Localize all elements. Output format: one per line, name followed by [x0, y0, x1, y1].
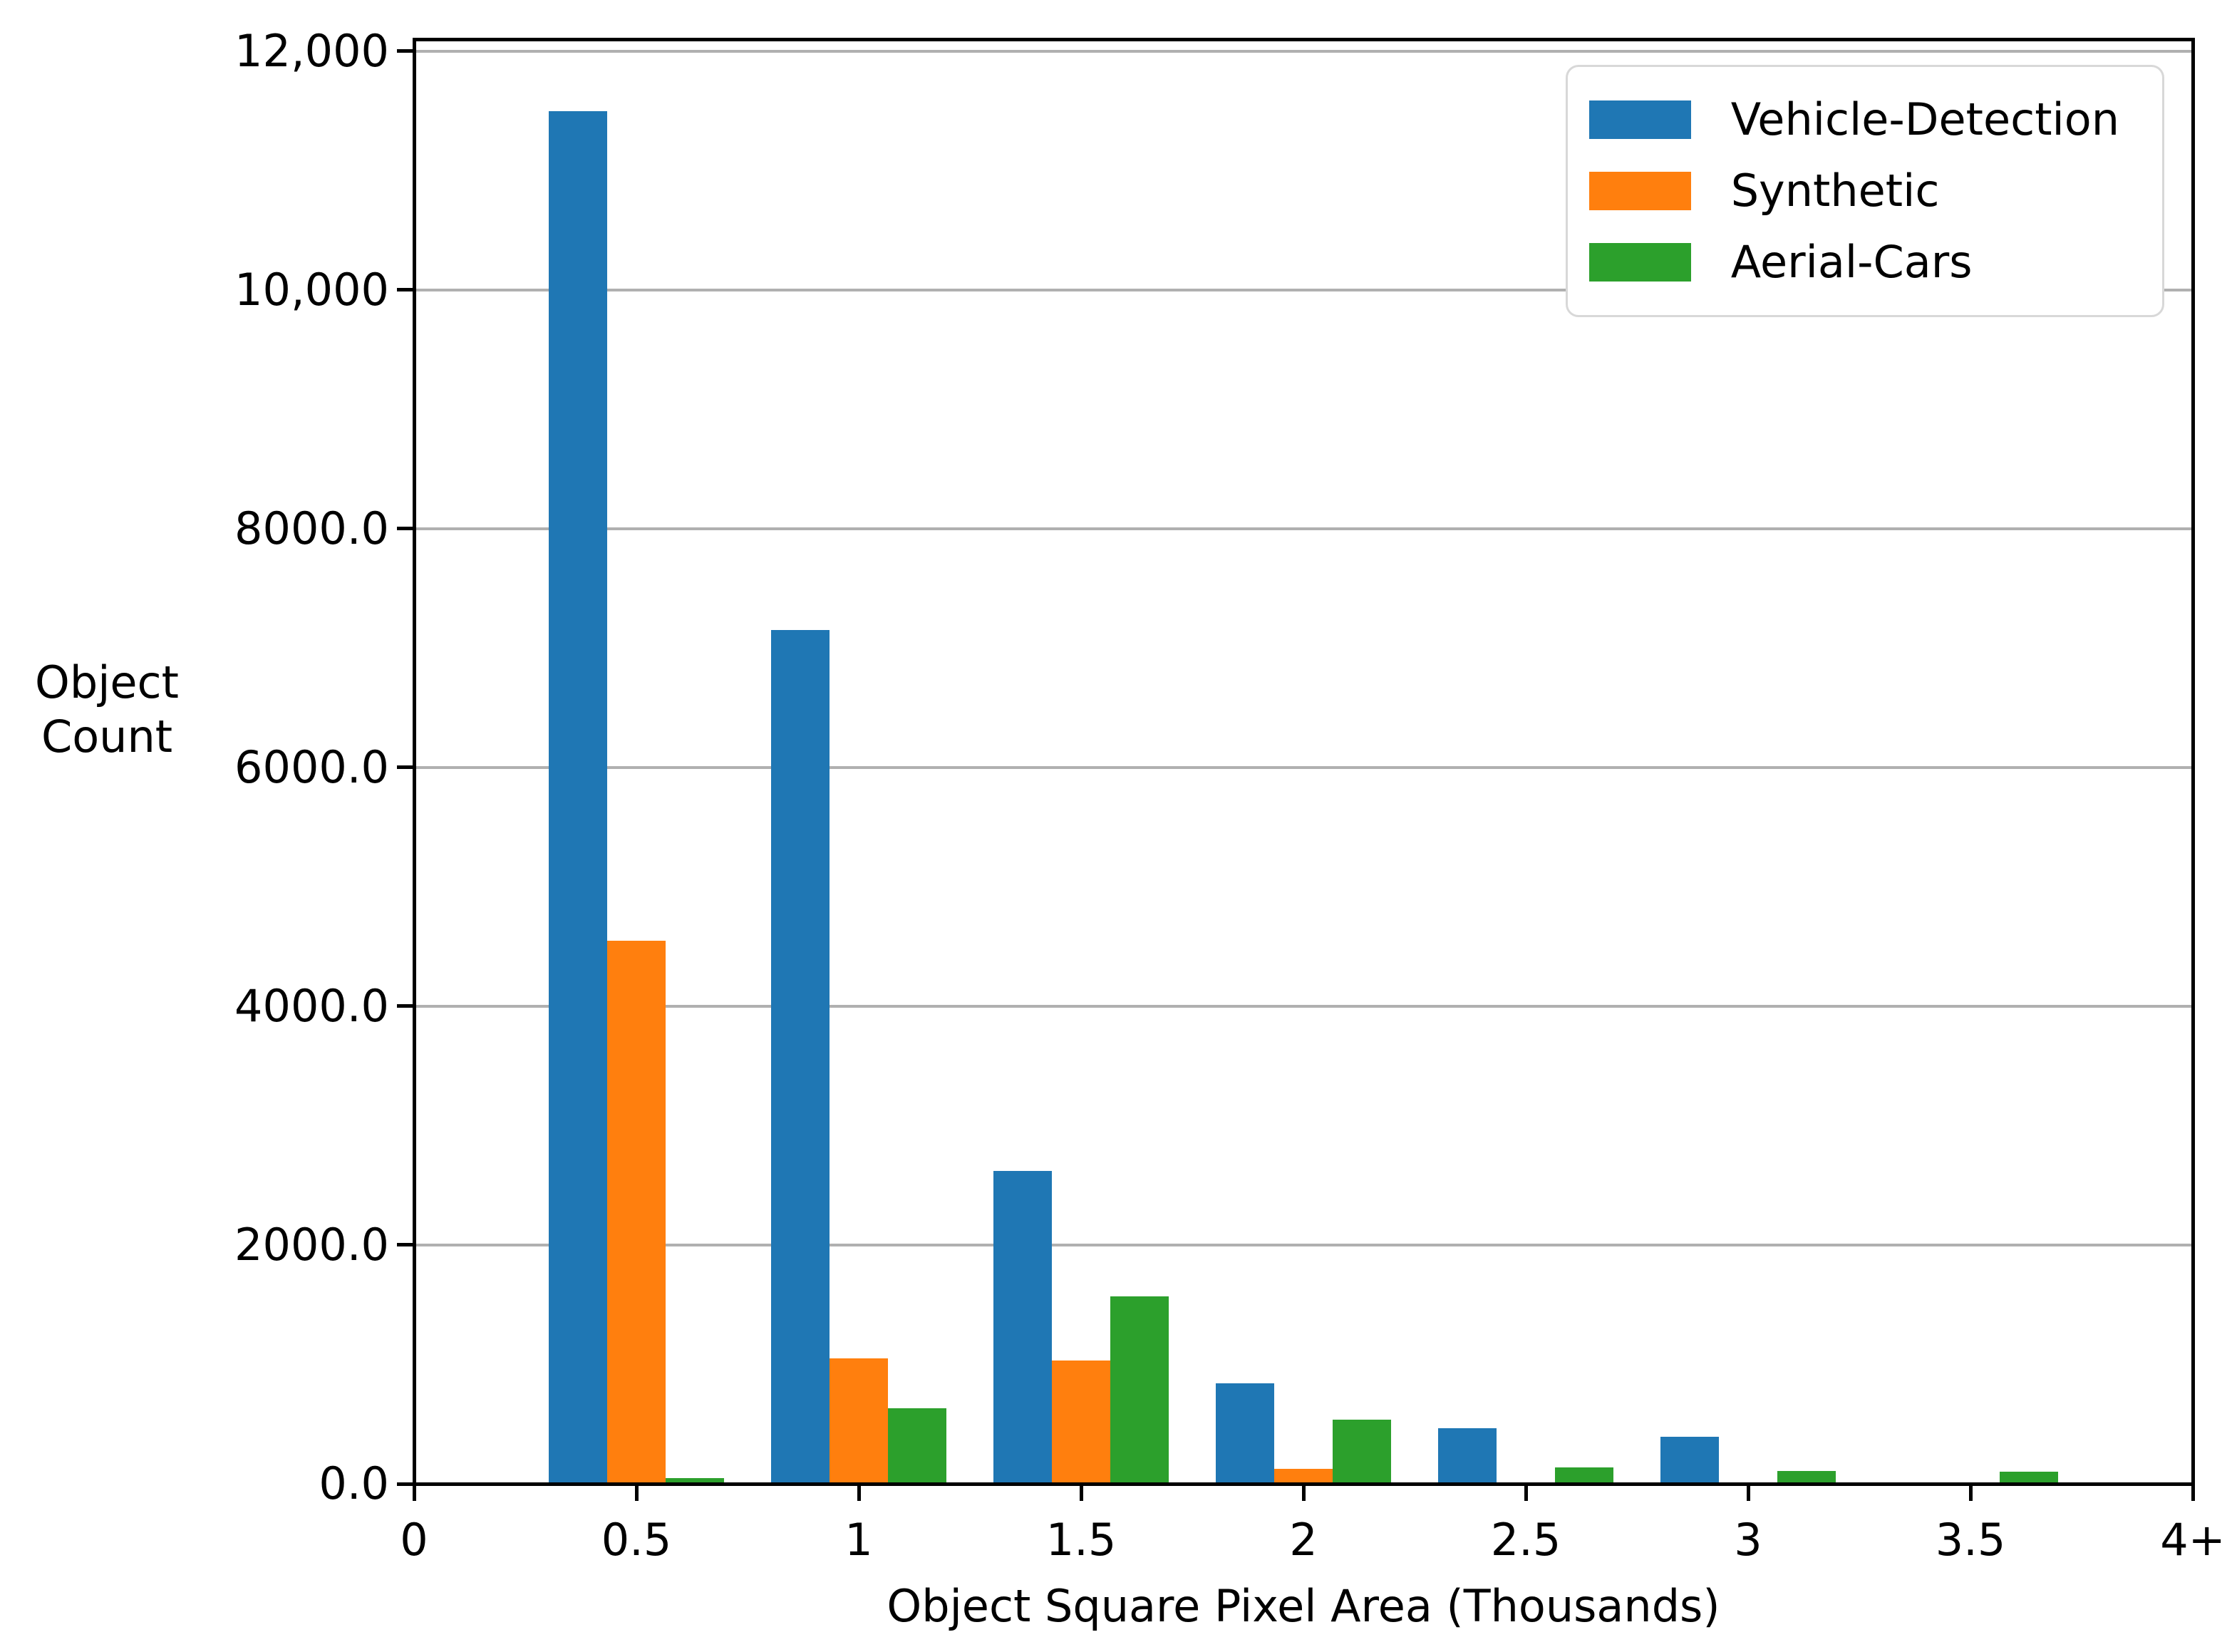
gridline-y-6000	[414, 765, 2193, 769]
x-tick-label: 1.5	[1045, 1514, 1117, 1566]
y-tick-mark	[397, 49, 414, 53]
y-tick-mark	[397, 527, 414, 531]
gridline-y-2000	[414, 1243, 2193, 1246]
legend-label: Aerial-Cars	[1730, 236, 1973, 288]
bar-aerial-cars-2.5	[1555, 1467, 1613, 1484]
y-axis-label-line-2: Count	[41, 711, 173, 763]
x-tick-mark	[1301, 1485, 1306, 1501]
y-tick-label: 2000.0	[234, 1218, 389, 1271]
x-tick-label: 0	[400, 1514, 428, 1566]
x-tick-mark	[1079, 1485, 1083, 1501]
y-tick-mark	[397, 1243, 414, 1247]
plot-area: Vehicle-Detection Synthetic Aerial-Cars	[412, 37, 2195, 1486]
bar-synthetic-1	[830, 1358, 888, 1484]
bar-aerial-cars-1	[888, 1408, 946, 1484]
x-axis-label: Object Square Pixel Area (Thousands)	[887, 1580, 1720, 1632]
y-tick-label: 10,000	[234, 263, 389, 316]
y-tick-mark	[397, 288, 414, 292]
bar-vehicle-detection-0.5	[549, 110, 607, 1484]
y-tick-label: 0.0	[319, 1457, 389, 1509]
x-tick-mark	[857, 1485, 861, 1501]
y-axis-spine	[412, 37, 416, 1486]
y-axis-label-line-1: Object	[35, 656, 179, 708]
bar-vehicle-detection-2	[1216, 1383, 1274, 1484]
legend-swatch-aerial-cars	[1588, 243, 1691, 282]
gridline-y-10000	[414, 288, 2193, 291]
x-tick-label: 1	[844, 1514, 873, 1566]
gridline-y-8000	[414, 527, 2193, 530]
x-tick-mark	[634, 1485, 639, 1501]
legend-swatch-synthetic	[1588, 172, 1691, 210]
x-tick-label: 4+	[2160, 1514, 2226, 1566]
legend-swatch-vehicle-detection	[1588, 100, 1691, 139]
x-tick-label: 2.5	[1490, 1514, 1561, 1566]
bar-synthetic-1.5	[1052, 1361, 1110, 1484]
bar-aerial-cars-1.5	[1110, 1296, 1169, 1484]
bar-aerial-cars-3.5	[2000, 1472, 2058, 1484]
top-spine	[412, 37, 2195, 41]
legend: Vehicle-Detection Synthetic Aerial-Cars	[1565, 65, 2164, 317]
y-tick-label: 4000.0	[234, 979, 389, 1032]
y-tick-label: 8000.0	[234, 502, 389, 554]
x-tick-mark	[412, 1485, 416, 1501]
x-tick-mark	[1968, 1485, 1973, 1501]
gridline-y-4000	[414, 1004, 2193, 1008]
bar-vehicle-detection-1	[771, 630, 830, 1484]
x-tick-mark	[1746, 1485, 1750, 1501]
x-axis-spine	[412, 1482, 2195, 1486]
bar-vehicle-detection-2.5	[1438, 1428, 1497, 1484]
x-tick-label: 3	[1734, 1514, 1762, 1566]
bar-synthetic-2	[1274, 1469, 1333, 1484]
x-tick-label: 0.5	[601, 1514, 672, 1566]
y-tick-mark	[397, 765, 414, 770]
right-spine	[2191, 37, 2195, 1486]
legend-item-aerial-cars: Aerial-Cars	[1588, 227, 2119, 298]
y-tick-label: 12,000	[234, 24, 389, 77]
x-tick-label: 2	[1289, 1514, 1318, 1566]
bar-vehicle-detection-1.5	[993, 1171, 1052, 1484]
bar-synthetic-0.5	[607, 940, 666, 1484]
bar-aerial-cars-2	[1333, 1420, 1391, 1484]
bar-vehicle-detection-3	[1660, 1436, 1719, 1484]
y-tick-mark	[397, 1004, 414, 1008]
legend-label: Vehicle-Detection	[1730, 93, 2119, 145]
legend-item-vehicle-detection: Vehicle-Detection	[1588, 84, 2119, 155]
y-tick-label: 6000.0	[234, 740, 389, 793]
legend-label: Synthetic	[1730, 165, 1940, 217]
x-tick-mark	[1524, 1485, 1528, 1501]
bar-aerial-cars-0.5	[666, 1477, 724, 1484]
legend-item-synthetic: Synthetic	[1588, 155, 2119, 227]
bar-aerial-cars-3	[1777, 1471, 1836, 1484]
x-tick-mark	[2191, 1485, 2195, 1501]
y-tick-mark	[397, 1482, 414, 1486]
gridline-y-12000	[414, 49, 2193, 53]
y-axis-label: Object Count	[18, 656, 196, 764]
x-tick-label: 3.5	[1935, 1514, 2006, 1566]
